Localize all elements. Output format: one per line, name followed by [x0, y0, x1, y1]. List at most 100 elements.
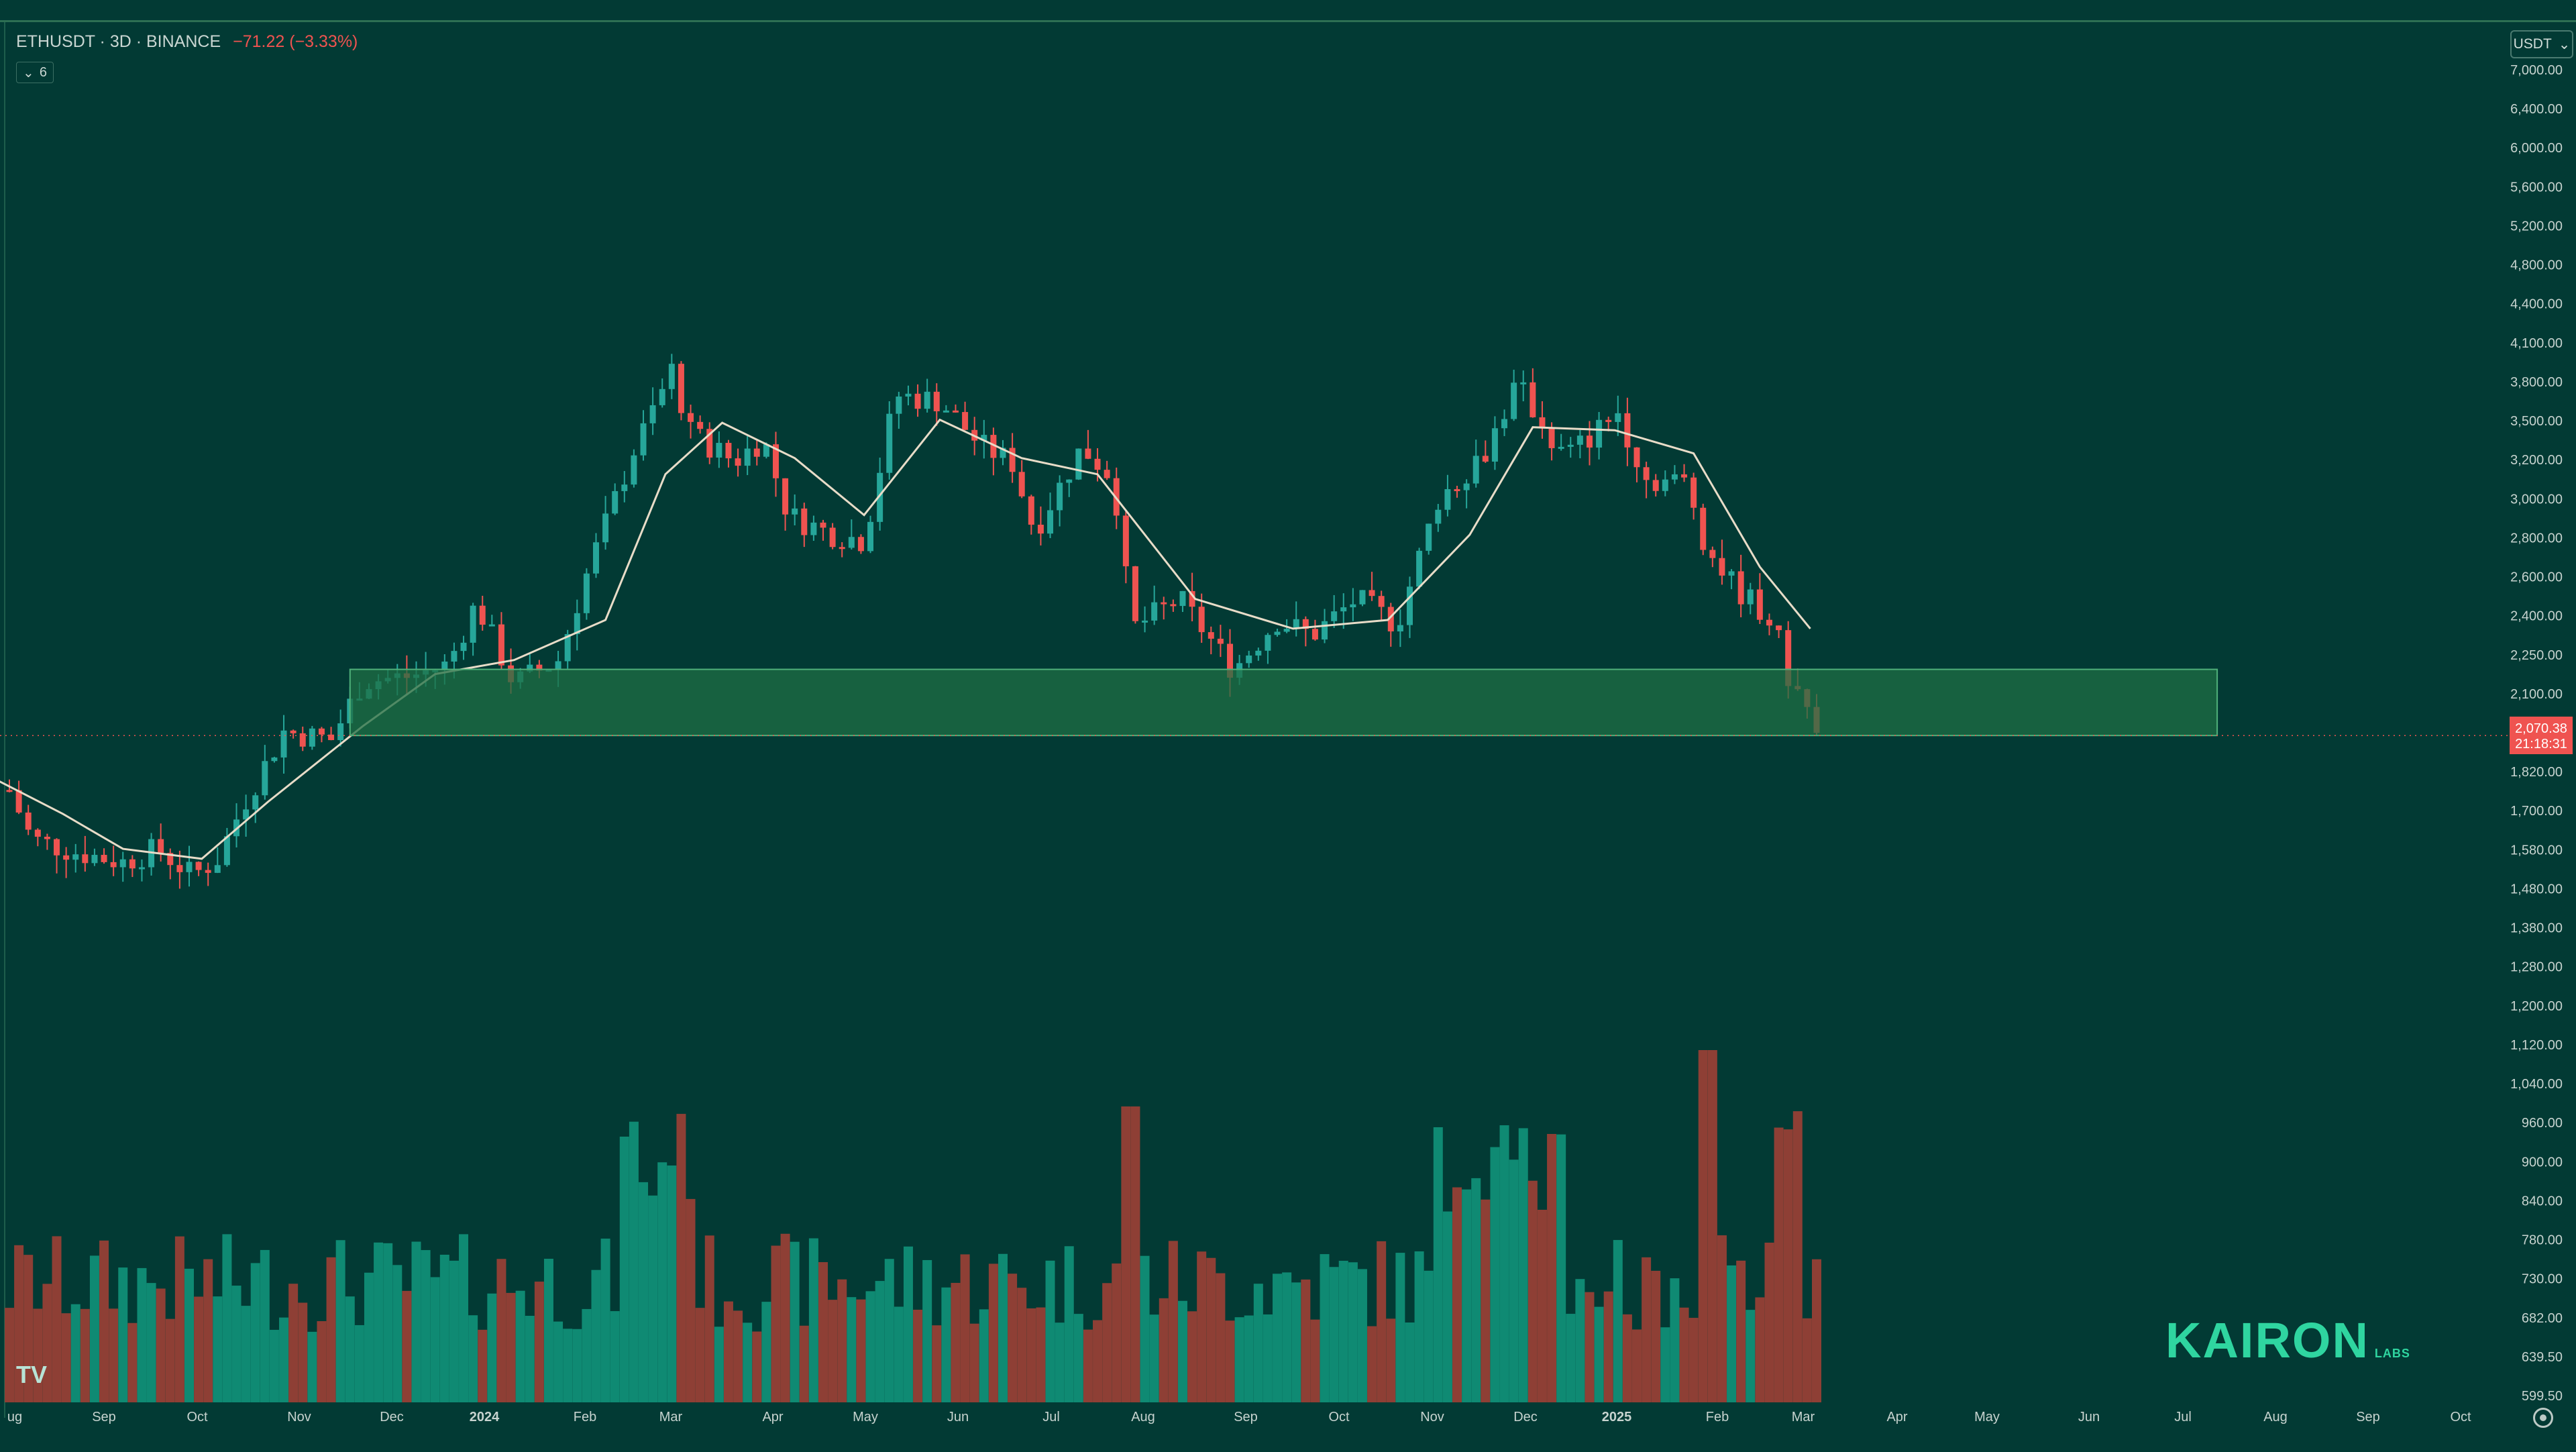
volume-bar [421, 1250, 431, 1402]
candle-body [63, 855, 70, 860]
volume-bar [1026, 1308, 1036, 1402]
candle-body [1728, 571, 1735, 576]
time-axis-label: Jun [947, 1410, 969, 1424]
volume-bar [1055, 1323, 1065, 1402]
volume-bar [184, 1268, 194, 1402]
volume-bar [1527, 1180, 1538, 1402]
volume-bar [1462, 1189, 1472, 1402]
support-zone-rectangle [349, 668, 2218, 737]
volume-bar [99, 1240, 109, 1402]
price-axis-label: 2,100.00 [2510, 687, 2563, 702]
volume-bar [1168, 1241, 1178, 1402]
volume-bar [1717, 1235, 1727, 1402]
candle-body [167, 853, 174, 866]
volume-bar [657, 1162, 667, 1402]
candle-body [914, 393, 921, 409]
volume-bar [506, 1292, 516, 1402]
brand-name: KAIRON [2165, 1312, 2369, 1368]
volume-bar [468, 1315, 478, 1402]
time-axis-label: May [853, 1410, 878, 1424]
candle-body [1028, 496, 1034, 525]
settings-gear-icon[interactable] [2533, 1408, 2553, 1428]
candle-body [1491, 428, 1498, 462]
candle-body [1643, 467, 1650, 480]
volume-bar [1632, 1329, 1642, 1402]
candle-body [592, 542, 599, 574]
price-axis-label: 1,480.00 [2510, 882, 2563, 896]
candle-body [1426, 523, 1432, 551]
last-price-label: 2,070.38 21:18:31 [2510, 717, 2573, 754]
candle-body [1104, 470, 1110, 478]
candle-body [933, 391, 940, 411]
volume-bar [127, 1323, 138, 1402]
volume-bar [1187, 1311, 1197, 1402]
volume-bar [80, 1308, 90, 1402]
volume-bar [998, 1253, 1008, 1402]
volume-bar [1509, 1159, 1519, 1402]
volume-bar [439, 1254, 449, 1402]
candle-body [649, 405, 656, 423]
volume-bar [714, 1327, 724, 1402]
indicator-collapse-button[interactable]: ⌄ 6 [16, 62, 54, 83]
candle-body [262, 761, 268, 796]
volume-bar [137, 1267, 147, 1402]
chevron-down-icon: ⌄ [2558, 36, 2571, 52]
currency-selector[interactable]: USDT ⌄ [2510, 30, 2573, 58]
candle-body [1331, 611, 1338, 621]
candle-body [886, 413, 893, 473]
symbol-title[interactable]: ETHUSDT · 3D · BINANCE [16, 32, 221, 51]
volume-bar [667, 1165, 677, 1402]
volume-bar [14, 1245, 24, 1402]
candle-body [129, 859, 136, 869]
candle-body [678, 364, 684, 413]
candle-body [1075, 448, 1082, 480]
candle-body [839, 547, 845, 550]
candle-body [536, 664, 543, 671]
candle-body [1217, 638, 1224, 644]
volume-bar [704, 1235, 714, 1402]
volume-bar [241, 1306, 251, 1402]
volume-bar [1377, 1241, 1387, 1402]
volume-bar [1121, 1106, 1131, 1402]
volume-bar [1736, 1260, 1746, 1402]
tradingview-logo[interactable]: TV [16, 1361, 48, 1388]
candle-body [498, 624, 504, 666]
volume-bar [1216, 1273, 1226, 1402]
volume-bar [563, 1329, 573, 1402]
volume-bar [459, 1234, 469, 1402]
price-axis-label: 4,800.00 [2510, 258, 2563, 273]
candle-body [309, 728, 315, 747]
candle-body [119, 859, 126, 868]
candle-body [441, 661, 448, 670]
kairon-watermark: KAIRON LABS [2165, 1312, 2410, 1369]
volume-bar [818, 1262, 828, 1402]
candle-body [479, 605, 486, 625]
volume-bar [733, 1310, 743, 1402]
candle-body [772, 444, 779, 478]
volume-bar [1670, 1278, 1680, 1402]
volume-bar [1367, 1326, 1377, 1402]
volume-bar [1707, 1050, 1717, 1402]
candle-body [110, 862, 117, 868]
price-axis-label: 1,120.00 [2510, 1038, 2563, 1053]
volume-bar [1651, 1270, 1661, 1402]
volume-bar [988, 1263, 998, 1402]
price-change: −71.22 (−3.33%) [233, 32, 358, 51]
volume-bar [203, 1259, 213, 1402]
volume-bar [487, 1293, 497, 1402]
volume-bar [411, 1241, 421, 1402]
volume-bar [1481, 1199, 1491, 1402]
candle-body [1633, 447, 1640, 468]
candle-body [829, 527, 836, 548]
volume-bar [288, 1284, 299, 1402]
candle-body [782, 478, 789, 515]
candle-body [1709, 550, 1716, 558]
volume-bar [1556, 1134, 1566, 1402]
candle-body [896, 396, 902, 414]
volume-bar [1395, 1253, 1405, 1402]
volume-bar [922, 1259, 932, 1402]
price-axis-label: 730.00 [2522, 1272, 2563, 1287]
candle-body [1302, 619, 1309, 629]
volume-bar [960, 1254, 970, 1402]
